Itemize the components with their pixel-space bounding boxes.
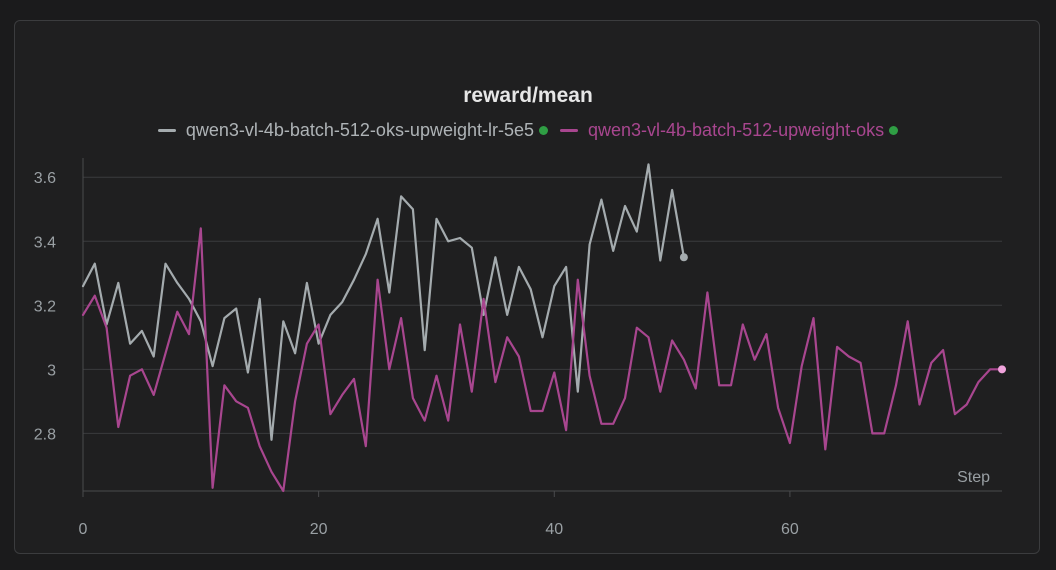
series-end-point-2[interactable] [998, 365, 1006, 374]
x-axis-label: Step [957, 469, 990, 486]
y-tick-label: 3.4 [34, 234, 56, 251]
series-end-point-1[interactable] [679, 253, 688, 262]
grid [83, 176, 1002, 434]
series-lines[interactable] [81, 163, 1006, 493]
x-tick-label: 40 [545, 521, 563, 538]
x-tick-label: 20 [310, 521, 328, 538]
y-tick-label: 3 [47, 362, 56, 379]
chart-title: reward/mean [463, 84, 593, 107]
legend-item-series-2[interactable]: qwen3-vl-4b-batch-512-upweight-oks [560, 120, 899, 141]
series-line-1[interactable] [81, 163, 686, 441]
run-status-dot [889, 126, 899, 135]
x-tick-label: 60 [781, 521, 799, 538]
chart-panel [14, 20, 1040, 554]
y-tick-label: 2.8 [34, 426, 56, 443]
x-tick-label: 0 [79, 521, 88, 538]
legend-label-series-2: qwen3-vl-4b-batch-512-upweight-oks [588, 120, 885, 140]
legend-swatch-series-2 [560, 129, 578, 132]
legend-item-series-1[interactable]: qwen3-vl-4b-batch-512-oks-upweight-lr-5e… [157, 120, 548, 141]
legend-swatch-series-1 [157, 129, 176, 132]
series-line-2[interactable] [81, 227, 1004, 493]
y-tick-label: 3.6 [34, 170, 56, 187]
legend-label-series-1: qwen3-vl-4b-batch-512-oks-upweight-lr-5e… [185, 120, 534, 140]
axes: 2.8 3 3.2 3.4 3.6 0 20 40 60 [34, 158, 1002, 538]
run-status-dot [539, 126, 548, 135]
y-tick-label: 3.2 [34, 298, 56, 315]
chart-legend[interactable]: qwen3-vl-4b-batch-512-oks-upweight-lr-5e… [0, 120, 1056, 141]
